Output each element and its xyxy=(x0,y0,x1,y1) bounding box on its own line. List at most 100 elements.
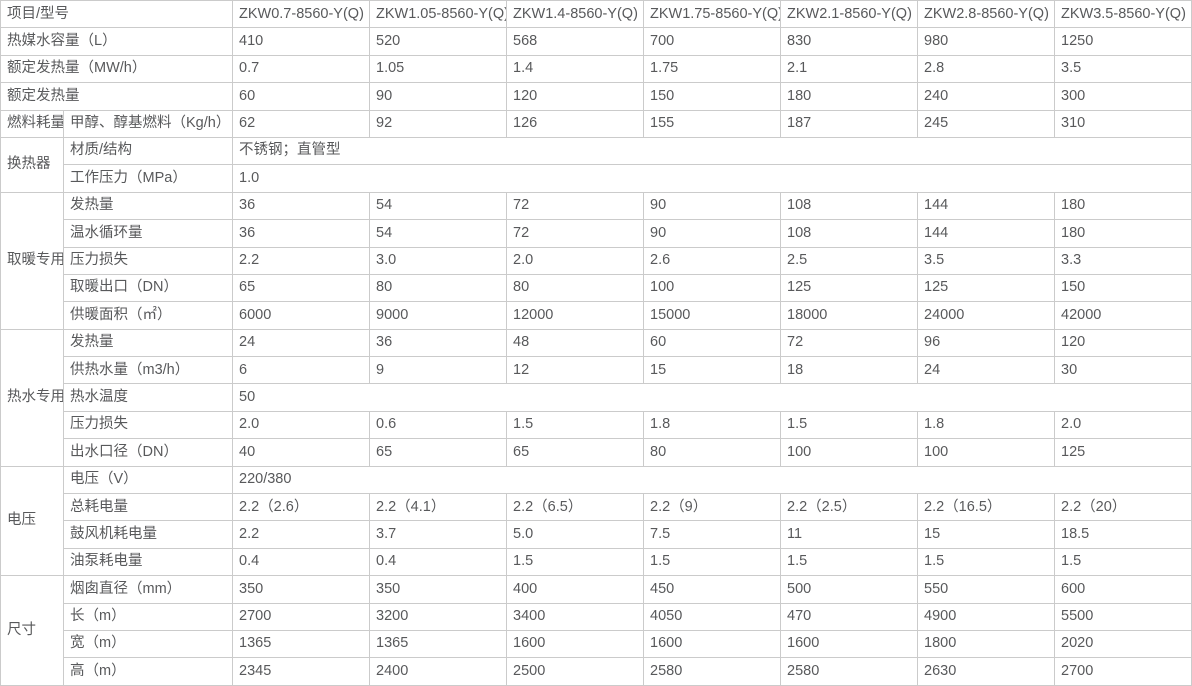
cell-value: 126 xyxy=(506,109,644,138)
cell-value: 72 xyxy=(506,191,644,221)
cell-value: 2700 xyxy=(1054,657,1192,686)
cell-value: 90 xyxy=(643,219,781,248)
cell-value: 3.3 xyxy=(1054,246,1192,275)
cell-value: 15 xyxy=(643,356,781,385)
cell-value: 72 xyxy=(506,219,644,248)
cell-value: 24 xyxy=(232,328,370,358)
cell-value: 9 xyxy=(369,356,507,385)
model-header: ZKW1.75-8560-Y(Q) xyxy=(643,0,781,29)
table-row: 温水循环量 36 54 72 90 108 144 180 xyxy=(1,219,1192,248)
cell-value: 310 xyxy=(1054,109,1192,138)
cell-value: 1.5 xyxy=(643,547,781,577)
header-item-model: 项目/型号 xyxy=(0,0,233,29)
cell-value: 96 xyxy=(917,328,1055,358)
table-row: 换热器 材质/结构 不锈钢；直管型 xyxy=(0,136,1192,193)
cell-value: 12 xyxy=(506,356,644,385)
cell-value: 3.5 xyxy=(917,246,1055,275)
row-label: 温水循环量 xyxy=(63,219,233,248)
cell-value: 15000 xyxy=(643,301,781,330)
cell-value: 72 xyxy=(780,328,918,358)
cell-value: 3200 xyxy=(369,602,507,631)
cell-value: 18.5 xyxy=(1054,520,1192,549)
model-header: ZKW1.05-8560-Y(Q) xyxy=(369,0,507,29)
cell-value: 3400 xyxy=(506,602,644,631)
cell-value: 155 xyxy=(643,109,781,138)
table-row: 压力损失 2.0 0.6 1.5 1.8 1.5 1.8 2.0 xyxy=(1,410,1192,440)
cell-value: 240 xyxy=(917,82,1055,111)
model-header: ZKW2.8-8560-Y(Q) xyxy=(917,0,1055,29)
table-row: 高（m） 2345 2400 2500 2580 2580 2630 2700 xyxy=(1,657,1192,686)
cell-value: 80 xyxy=(643,438,781,467)
cell-value: 36 xyxy=(369,328,507,358)
cell-value: 2580 xyxy=(643,657,781,686)
cell-value: 125 xyxy=(780,273,918,303)
row-label: 高（m） xyxy=(63,657,233,686)
row-label: 取暖出口（DN） xyxy=(63,273,233,303)
cell-value: 500 xyxy=(780,575,918,604)
table-row: 取暖出口（DN） 65 80 80 100 125 125 150 xyxy=(1,273,1192,303)
row-label: 出水口径（DN） xyxy=(63,438,233,467)
cell-value: 470 xyxy=(780,602,918,631)
cell-value: 1.75 xyxy=(643,54,781,84)
cell-value: 5500 xyxy=(1054,602,1192,631)
cell-value: 5.0 xyxy=(506,520,644,549)
table-row: 鼓风机耗电量 2.2 3.7 5.0 7.5 11 15 18.5 xyxy=(1,520,1192,549)
cell-value: 1365 xyxy=(232,629,370,659)
cell-value-span: 不锈钢；直管型 xyxy=(232,136,1192,166)
cell-value: 2020 xyxy=(1054,629,1192,659)
cell-value: 700 xyxy=(643,27,781,56)
table-row: 取暖专用 发热量 36 54 72 90 108 144 180 xyxy=(0,191,1192,330)
cell-value-span: 50 xyxy=(232,383,1192,412)
cell-value: 2.6 xyxy=(643,246,781,275)
table-row: 热水温度 50 xyxy=(1,383,1192,412)
cell-value: 30 xyxy=(1054,356,1192,385)
cell-value: 54 xyxy=(369,219,507,248)
table-row: 额定发热量（MW/h） 0.7 1.05 1.4 1.75 2.1 2.8 3.… xyxy=(0,54,1192,84)
cell-value: 2.2（20） xyxy=(1054,493,1192,522)
group-label-heating: 取暖专用 xyxy=(0,191,64,330)
cell-value: 24000 xyxy=(917,301,1055,330)
cell-value: 9000 xyxy=(369,301,507,330)
table-row: 尺寸 烟囱直径（mm） 350 350 400 450 500 550 600 xyxy=(0,575,1192,686)
model-header: ZKW0.7-8560-Y(Q) xyxy=(232,0,370,29)
row-label: 供热水量（m3/h） xyxy=(63,356,233,385)
cell-value: 1.5 xyxy=(506,547,644,577)
cell-value: 1.05 xyxy=(369,54,507,84)
table-row: 热水专用 发热量 24 36 48 60 72 96 120 xyxy=(0,328,1192,467)
cell-value: 2.0 xyxy=(506,246,644,275)
cell-value: 2.2（16.5） xyxy=(917,493,1055,522)
table-row: 电压 电压（V） 220/380 xyxy=(0,465,1192,577)
cell-value: 1.5 xyxy=(780,410,918,440)
cell-value: 450 xyxy=(643,575,781,604)
cell-value: 600 xyxy=(1054,575,1192,604)
cell-value: 65 xyxy=(506,438,644,467)
cell-value: 520 xyxy=(369,27,507,56)
table-row: 燃料耗量 甲醇、醇基燃料（Kg/h） 62 92 126 155 187 245… xyxy=(0,109,1192,138)
cell-value: 36 xyxy=(232,219,370,248)
cell-value: 2630 xyxy=(917,657,1055,686)
cell-value: 2.5 xyxy=(780,246,918,275)
cell-value: 108 xyxy=(780,191,918,221)
cell-value: 1365 xyxy=(369,629,507,659)
cell-value: 125 xyxy=(1054,438,1192,467)
cell-value: 12000 xyxy=(506,301,644,330)
table-row: 油泵耗电量 0.4 0.4 1.5 1.5 1.5 1.5 1.5 xyxy=(1,547,1192,577)
cell-value: 1.5 xyxy=(917,547,1055,577)
row-label: 压力损失 xyxy=(63,410,233,440)
cell-value: 60 xyxy=(643,328,781,358)
table-row: 热媒水容量（L） 410 520 568 700 830 980 1250 xyxy=(0,27,1192,56)
row-label: 甲醇、醇基燃料（Kg/h） xyxy=(63,109,233,138)
cell-value: 350 xyxy=(369,575,507,604)
cell-value: 1.8 xyxy=(643,410,781,440)
group-label-hot-water: 热水专用 xyxy=(0,328,64,467)
cell-value: 90 xyxy=(643,191,781,221)
cell-value: 48 xyxy=(506,328,644,358)
cell-value: 144 xyxy=(917,191,1055,221)
row-label: 宽（m） xyxy=(63,629,233,659)
cell-value: 42000 xyxy=(1054,301,1192,330)
cell-value: 2.2（9） xyxy=(643,493,781,522)
cell-value: 11 xyxy=(780,520,918,549)
table-row-header: 项目/型号 ZKW0.7-8560-Y(Q) ZKW1.05-8560-Y(Q)… xyxy=(0,0,1192,29)
